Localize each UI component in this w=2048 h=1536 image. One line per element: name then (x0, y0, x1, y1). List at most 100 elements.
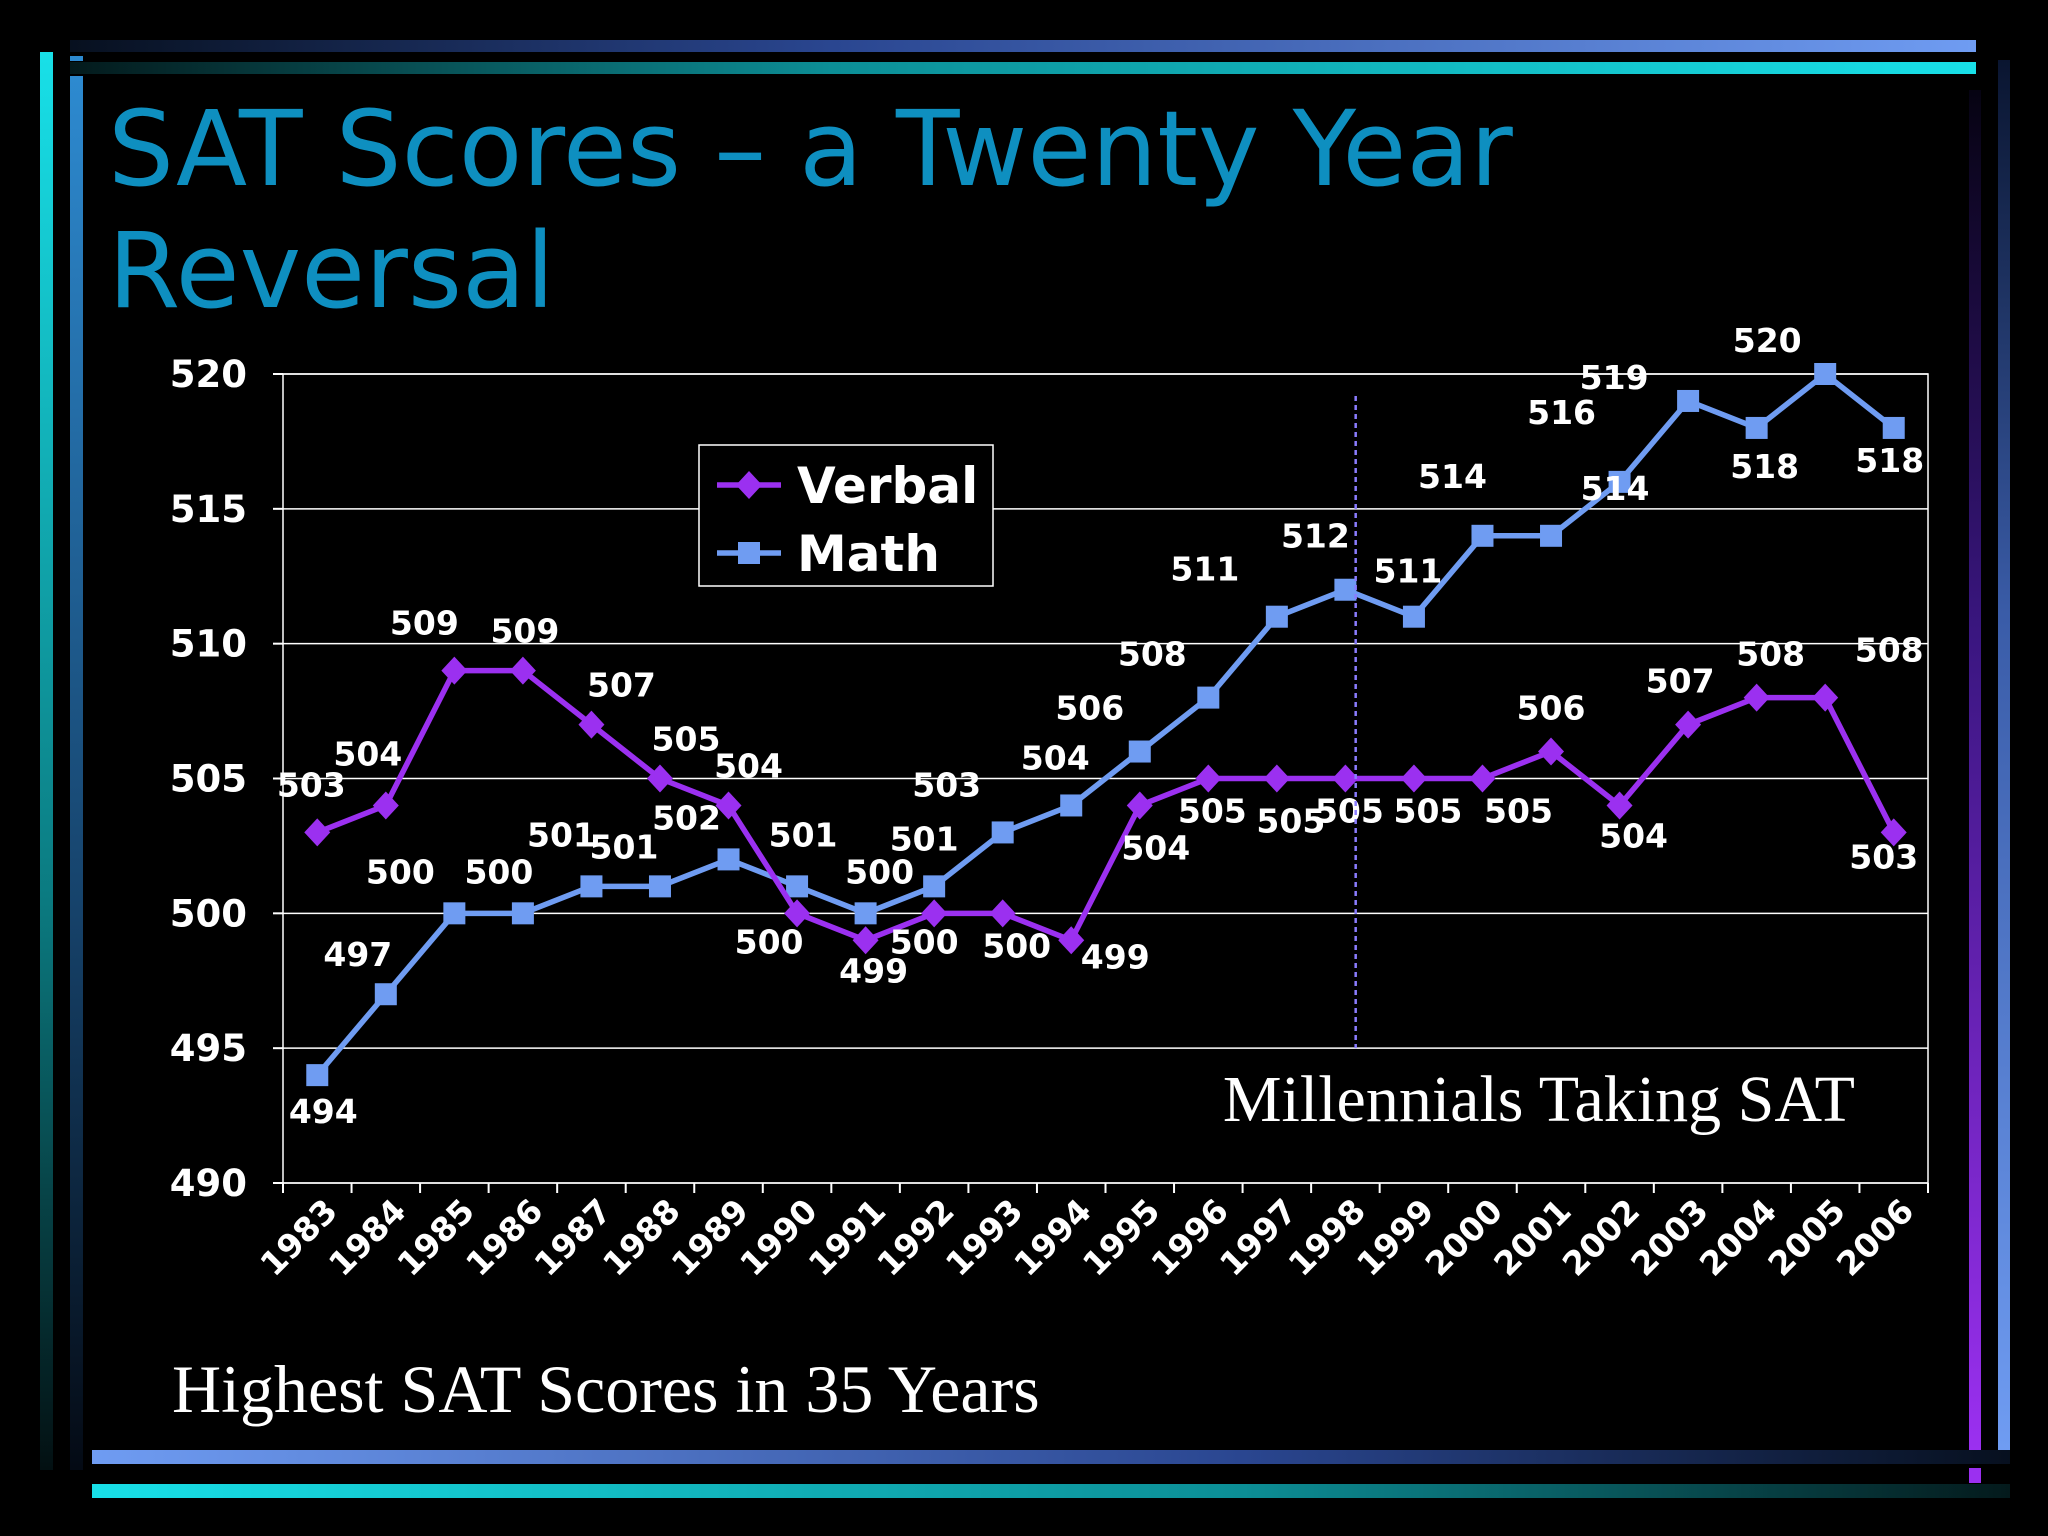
x-tick-label: 2004 (1692, 1191, 1785, 1284)
math-data-label: 511 (1170, 550, 1239, 589)
verbal-marker (852, 926, 879, 955)
x-tick-label: 1985 (389, 1191, 482, 1284)
math-data-label: 501 (527, 815, 596, 854)
math-marker (1540, 524, 1563, 547)
math-marker (717, 848, 740, 871)
series-line-math (315, 371, 1896, 1077)
math-marker (786, 875, 809, 898)
math-data-label: 518 (1855, 441, 1924, 480)
y-tick-label: 515 (170, 488, 247, 531)
verbal-data-label: 503 (277, 765, 346, 804)
right-bar-blue (1998, 60, 2010, 1450)
math-data-label: 519 (1580, 358, 1649, 397)
verbal-data-label: 499 (1081, 937, 1150, 976)
math-data-label: 501 (890, 819, 959, 858)
math-marker (511, 902, 534, 925)
verbal-marker (1195, 764, 1222, 793)
math-marker (1608, 470, 1631, 493)
math-data-label: 494 (289, 1092, 358, 1131)
verbal-marker (1263, 764, 1290, 793)
x-tick-label: 1996 (1143, 1191, 1236, 1284)
x-tick-label: 1984 (321, 1191, 414, 1284)
verbal-data-label: 504 (1599, 816, 1668, 855)
bottom-bar-cyan (92, 1484, 2010, 1498)
x-tick-label: 1998 (1281, 1191, 1374, 1284)
verbal-data-label: 509 (490, 612, 559, 651)
verbal-marker (989, 899, 1016, 928)
verbal-data-label: 504 (714, 746, 783, 785)
y-tick-label: 510 (170, 623, 247, 666)
verbal-data-label: 503 (1849, 837, 1918, 876)
math-data-label: 512 (1281, 517, 1350, 556)
math-data-label: 500 (464, 852, 533, 891)
chart-legend: Verbal Math (698, 444, 994, 587)
math-marker (1265, 605, 1288, 628)
x-tick-label: 2002 (1555, 1191, 1648, 1284)
y-tick-label: 520 (170, 353, 247, 396)
verbal-data-label: 505 (652, 720, 721, 759)
right-bar-tick (1969, 1468, 1981, 1483)
y-axis: 490 495 500 505 510 515 520 (170, 353, 283, 1205)
legend-square-icon (738, 542, 760, 564)
footer-note: Highest SAT Scores in 35 Years (172, 1351, 1040, 1427)
x-tick-label: 2000 (1418, 1191, 1511, 1284)
legend-diamond-icon (736, 471, 762, 499)
verbal-marker (1538, 737, 1565, 766)
verbal-marker (1469, 764, 1496, 793)
verbal-data-label: 505 (1484, 792, 1553, 831)
x-tick-label: 1989 (664, 1191, 757, 1284)
verbal-marker (1058, 926, 1085, 955)
math-marker (1745, 416, 1768, 439)
x-tick-label: 1983 (252, 1191, 345, 1284)
math-data-label: 518 (1730, 447, 1799, 486)
math-data-label: 516 (1527, 393, 1596, 432)
verbal-data-label: 500 (890, 922, 959, 961)
math-marker (1814, 363, 1837, 385)
annotation-millennials: Millennials Taking SAT (1223, 1063, 1855, 1136)
verbal-data-label: 500 (982, 926, 1051, 965)
y-tick-label: 505 (170, 758, 247, 801)
math-data-label: 520 (1733, 321, 1802, 360)
series-line-verbal (316, 667, 1897, 944)
x-tick-label: 1990 (732, 1191, 825, 1284)
math-marker (374, 983, 397, 1006)
math-data-label: 501 (590, 827, 659, 866)
verbal-marker (1880, 818, 1907, 847)
math-data-label: 501 (769, 815, 838, 854)
math-data-label: 500 (366, 852, 435, 891)
math-marker (1471, 524, 1494, 547)
verbal-marker (1606, 791, 1633, 820)
x-tick-label: 1995 (1075, 1191, 1168, 1284)
math-data-label: 514 (1418, 457, 1487, 496)
math-marker (1677, 389, 1700, 412)
x-tick-label: 2003 (1623, 1191, 1716, 1284)
verbal-data-label: 499 (839, 951, 908, 990)
math-marker (648, 875, 671, 898)
x-tick-label: 2006 (1829, 1191, 1922, 1284)
math-data-label: 511 (1373, 552, 1442, 591)
verbal-data-label: 505 (1315, 792, 1384, 831)
x-tick-label: 1994 (1006, 1191, 1099, 1284)
math-marker (443, 902, 466, 925)
math-marker (1060, 794, 1083, 817)
x-tick-label: 1988 (595, 1191, 688, 1284)
y-tick-label: 495 (170, 1027, 247, 1070)
verbal-marker (1812, 683, 1839, 712)
verbal-marker (304, 818, 331, 847)
verbal-marker (1400, 764, 1427, 793)
top-bar-blue (70, 40, 1976, 52)
math-data-label: 500 (845, 852, 914, 891)
verbal-marker (715, 791, 742, 820)
math-data-label: 504 (1021, 738, 1090, 777)
verbal-data-label: 509 (390, 604, 459, 643)
math-marker (1402, 605, 1425, 628)
verbal-marker (372, 791, 399, 820)
verbal-data-label: 504 (1121, 828, 1190, 867)
verbal-data-label: 508 (1855, 631, 1924, 670)
x-tick-label: 2005 (1760, 1191, 1853, 1284)
verbal-marker (441, 656, 468, 685)
annotation-group: Millennials Taking SAT (1223, 396, 1855, 1136)
verbal-data-label: 504 (333, 734, 402, 773)
